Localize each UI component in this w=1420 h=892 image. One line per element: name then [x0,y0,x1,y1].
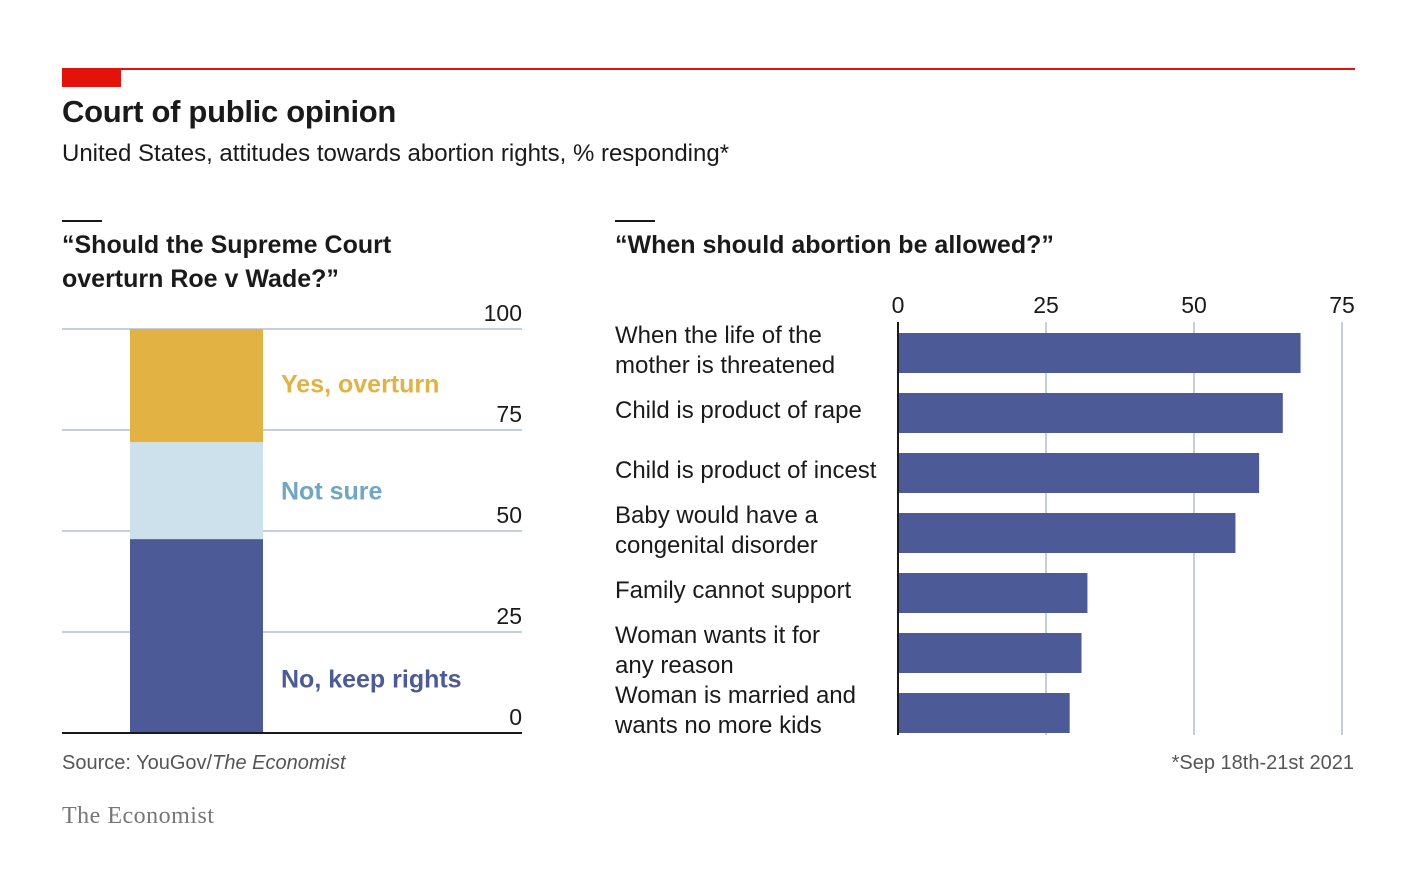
left-tick-label-0: 0 [509,704,522,730]
category-label-3-line-1: Child is product of incest [615,457,877,484]
category-label-5-line-1: Family cannot support [615,577,852,604]
bar-7 [898,693,1070,733]
category-label-1-line-1: When the life of the [615,322,822,349]
category-label-7: Woman is married and wants no more kids [615,681,856,741]
segment-label-not-sure: Not sure [281,478,383,506]
bar-1 [898,333,1301,373]
stacked-segment-yes-overturn [130,329,263,443]
category-label-7-line-1: Woman is married and [615,682,856,709]
chart-subtitle: United States, attitudes towards abortio… [62,140,730,167]
category-label-4: Baby would have a congenital disorder [615,501,818,561]
category-label-3: Child is product of incest [615,456,876,486]
bar-3 [898,453,1260,493]
left-tick-label-25: 25 [496,603,522,629]
category-label-6-line-1: Woman wants it for [615,622,820,649]
top-red-rule [62,68,1355,70]
red-tag [62,70,121,87]
category-label-1: When the life of the mother is threatened [615,321,835,381]
left-panel-title-line1: “Should the Supreme Court [62,231,392,259]
right-tick-label-0: 0 [892,292,905,318]
right-tick-label-50: 50 [1181,292,1207,318]
category-label-2: Child is product of rape [615,396,862,426]
right-panel-dash [615,220,655,222]
stacked-segment-no-keep-rights [130,539,263,733]
bar-4 [898,513,1236,553]
right-tick-label-25: 25 [1033,292,1059,318]
right-tick-label-75: 75 [1329,292,1355,318]
stacked-segment-not-sure [130,442,263,540]
economist-logo: The Economist [62,803,215,829]
bar-6 [898,633,1082,673]
chart-title: Court of public opinion [62,94,397,129]
left-panel-title-line2: overturn Roe v Wade?” [62,265,339,293]
left-tick-label-50: 50 [496,502,522,528]
segment-label-no-keep-rights: No, keep rights [281,666,462,694]
source-note: Source: YouGov/The Economist [62,752,346,775]
left-panel-dash [62,220,102,222]
right-panel-title: “When should abortion be allowed?” [615,231,1054,259]
category-label-1-line-2: mother is threatened [615,352,836,379]
left-tick-label-75: 75 [496,401,522,427]
left-tick-label-100: 100 [484,300,522,326]
category-label-6-line-2: any reason [615,652,734,679]
category-label-4-line-2: congenital disorder [615,532,818,559]
bar-2 [898,393,1283,433]
bar-5 [898,573,1088,613]
category-label-5: Family cannot support [615,576,851,606]
category-label-7-line-2: wants no more kids [615,712,822,739]
category-label-6: Woman wants it for any reason [615,621,820,681]
date-footnote: *Sep 18th-21st 2021 [1171,752,1354,774]
source-publication: The Economist [212,752,346,774]
left-panel-title: “Should the Supreme Court overturn Roe v… [62,228,391,296]
source-prefix: Source: YouGov/ [62,752,213,774]
category-label-4-line-1: Baby would have a [615,502,818,529]
segment-label-yes-overturn: Yes, overturn [281,370,439,398]
category-label-2-line-1: Child is product of rape [615,397,862,424]
